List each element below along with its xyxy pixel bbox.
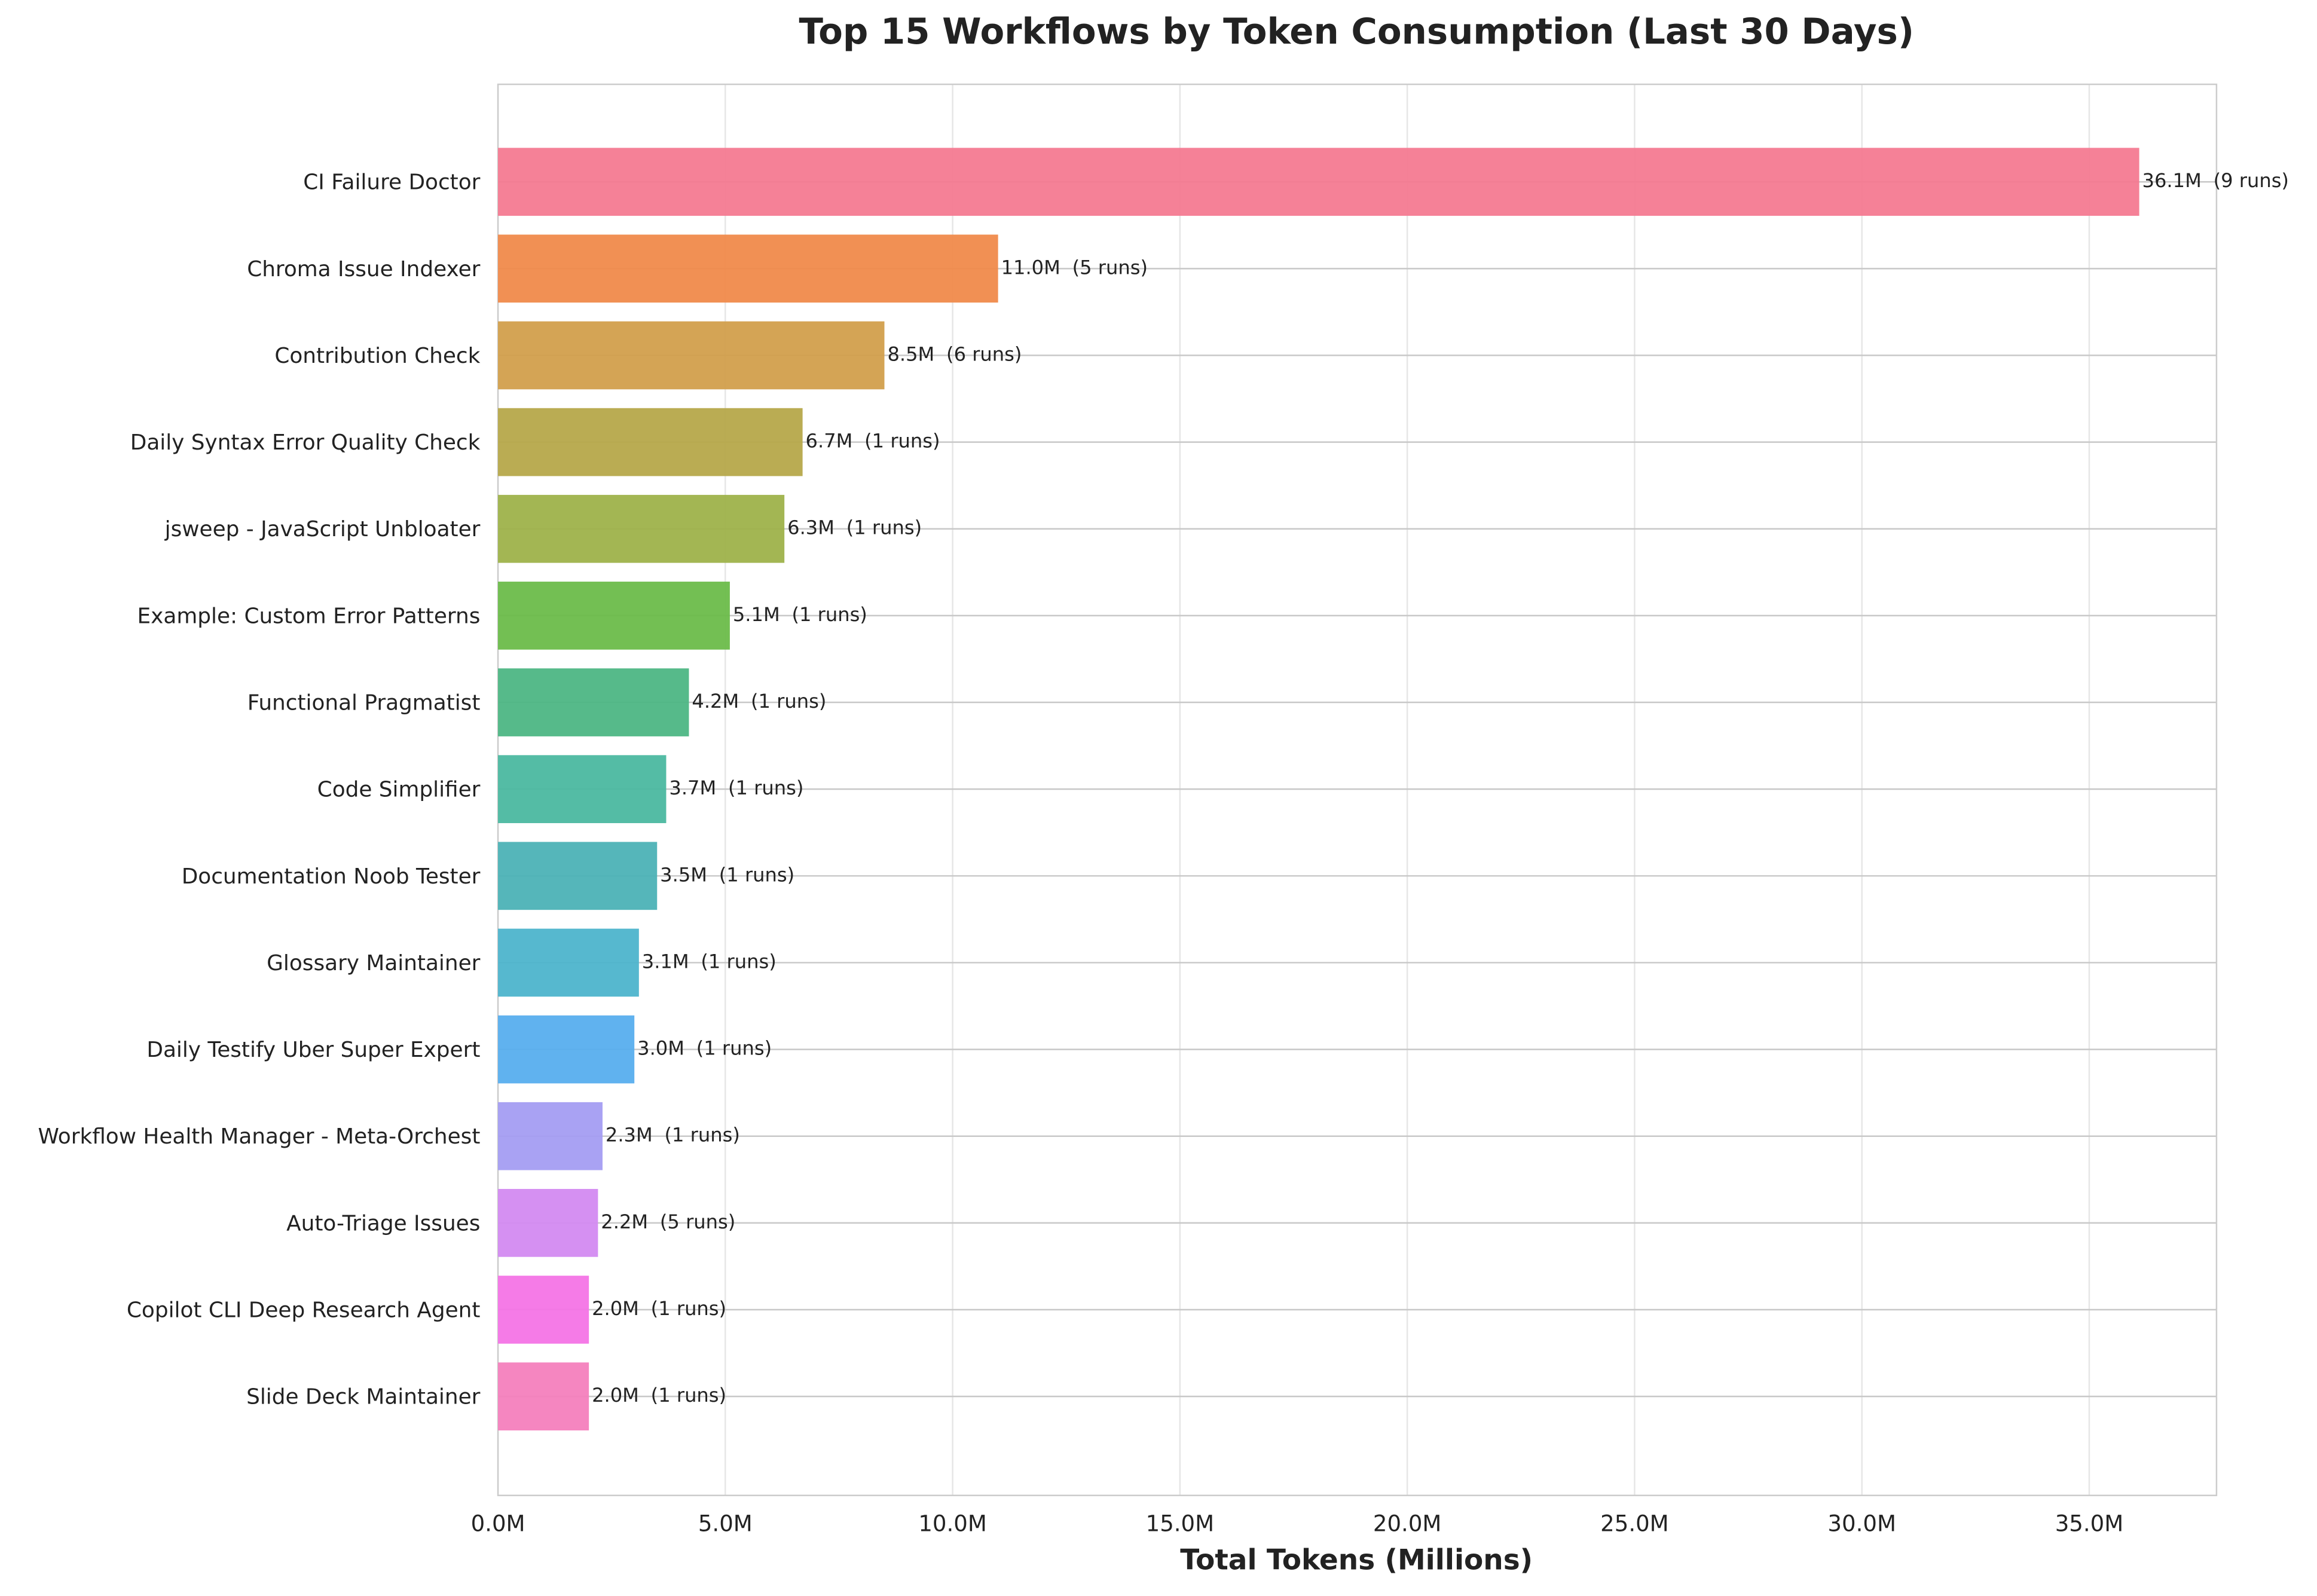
value-text: 2.3M: [606, 1124, 653, 1146]
x-tick-label: 0.0M: [471, 1511, 525, 1537]
bar: [498, 494, 785, 563]
value-text: 36.1M: [2142, 169, 2202, 192]
value-text: 3.1M: [642, 950, 689, 973]
y-tick-label: jsweep - JavaScript Unbloater: [164, 517, 481, 542]
y-tick-label: Contribution Check: [274, 344, 480, 368]
runs-text: (5 runs): [1072, 256, 1148, 279]
value-label: 6.7M (1 runs): [806, 430, 940, 452]
value-label: 6.3M (1 runs): [787, 516, 922, 539]
x-axis-label: Total Tokens (Millions): [1180, 1543, 1533, 1576]
x-tick-label: 30.0M: [1827, 1511, 1896, 1537]
value-label: 3.5M (1 runs): [660, 863, 794, 886]
value-label: 2.0M (1 runs): [592, 1384, 726, 1407]
value-text: 3.5M: [660, 863, 707, 886]
runs-text: (1 runs): [791, 603, 867, 626]
y-tick-label: Daily Testify Uber Super Expert: [146, 1038, 480, 1062]
y-tick-label: CI Failure Doctor: [303, 170, 480, 195]
value-label: 5.1M (1 runs): [733, 603, 867, 626]
value-text: 11.0M: [1001, 256, 1060, 279]
value-label: 36.1M (9 runs): [2142, 169, 2289, 192]
bar: [498, 928, 639, 997]
value-text: 6.7M: [806, 430, 853, 452]
bar: [498, 755, 667, 824]
y-tick-label: Chroma Issue Indexer: [247, 257, 480, 282]
value-text: 6.3M: [787, 516, 835, 539]
runs-text: (1 runs): [751, 690, 826, 713]
runs-text: (1 runs): [864, 430, 940, 452]
y-tick-label: Daily Syntax Error Quality Check: [130, 430, 481, 455]
value-label: 2.3M (1 runs): [606, 1124, 740, 1146]
bar: [498, 1102, 603, 1170]
value-text: 2.2M: [601, 1210, 648, 1233]
value-text: 5.1M: [733, 603, 780, 626]
bar: [498, 148, 2139, 216]
value-text: 3.7M: [669, 776, 716, 799]
runs-text: (1 runs): [651, 1384, 726, 1407]
bar: [498, 234, 998, 303]
y-tick-label: Workflow Health Manager - Meta-Orchest: [38, 1124, 480, 1149]
bar: [498, 668, 689, 736]
chart-title: Top 15 Workflows by Token Consumption (L…: [799, 11, 1914, 52]
x-tick-label: 20.0M: [1373, 1511, 1442, 1537]
value-text: 3.0M: [637, 1037, 684, 1060]
value-label: 3.7M (1 runs): [669, 776, 803, 799]
runs-text: (1 runs): [696, 1037, 772, 1060]
runs-text: (1 runs): [846, 516, 922, 539]
value-label: 3.0M (1 runs): [637, 1037, 772, 1060]
bar: [498, 1189, 598, 1257]
bar: [498, 408, 803, 476]
value-label: 3.1M (1 runs): [642, 950, 777, 973]
bar: [498, 1015, 635, 1084]
bar: [498, 321, 885, 390]
y-tick-label: Copilot CLI Deep Research Agent: [127, 1298, 480, 1322]
bar: [498, 1276, 589, 1344]
y-tick-label: Code Simplifier: [317, 778, 481, 802]
y-tick-label: Slide Deck Maintainer: [246, 1385, 481, 1410]
runs-text: (1 runs): [728, 776, 803, 799]
y-tick-label: Documentation Noob Tester: [182, 864, 481, 889]
bar: [498, 842, 658, 910]
value-text: 2.0M: [592, 1297, 639, 1320]
x-tick-label: 25.0M: [1600, 1511, 1669, 1537]
runs-text: (5 runs): [660, 1210, 735, 1233]
value-label: 11.0M (5 runs): [1001, 256, 1148, 279]
x-tick-label: 15.0M: [1146, 1511, 1215, 1537]
bar: [498, 582, 730, 650]
runs-text: (1 runs): [701, 950, 776, 973]
value-label: 8.5M (6 runs): [887, 343, 1022, 365]
y-tick-label: Auto-Triage Issues: [286, 1211, 480, 1236]
runs-text: (6 runs): [946, 343, 1022, 365]
y-tick-label: Glossary Maintainer: [267, 951, 480, 976]
value-text: 8.5M: [887, 343, 934, 365]
y-tick-label: Example: Custom Error Patterns: [137, 604, 481, 628]
bar: [498, 1362, 589, 1430]
x-tick-label: 10.0M: [918, 1511, 987, 1537]
runs-text: (9 runs): [2214, 169, 2289, 192]
x-tick-label: 35.0M: [2055, 1511, 2124, 1537]
runs-text: (1 runs): [719, 863, 794, 886]
value-label: 2.2M (5 runs): [601, 1210, 735, 1233]
runs-text: (1 runs): [665, 1124, 740, 1146]
y-tick-label: Functional Pragmatist: [247, 691, 481, 716]
runs-text: (1 runs): [651, 1297, 726, 1320]
value-text: 2.0M: [592, 1384, 639, 1407]
value-label: 2.0M (1 runs): [592, 1297, 726, 1320]
value-text: 4.2M: [692, 690, 739, 713]
value-label: 4.2M (1 runs): [692, 690, 826, 713]
x-tick-label: 5.0M: [698, 1511, 753, 1537]
